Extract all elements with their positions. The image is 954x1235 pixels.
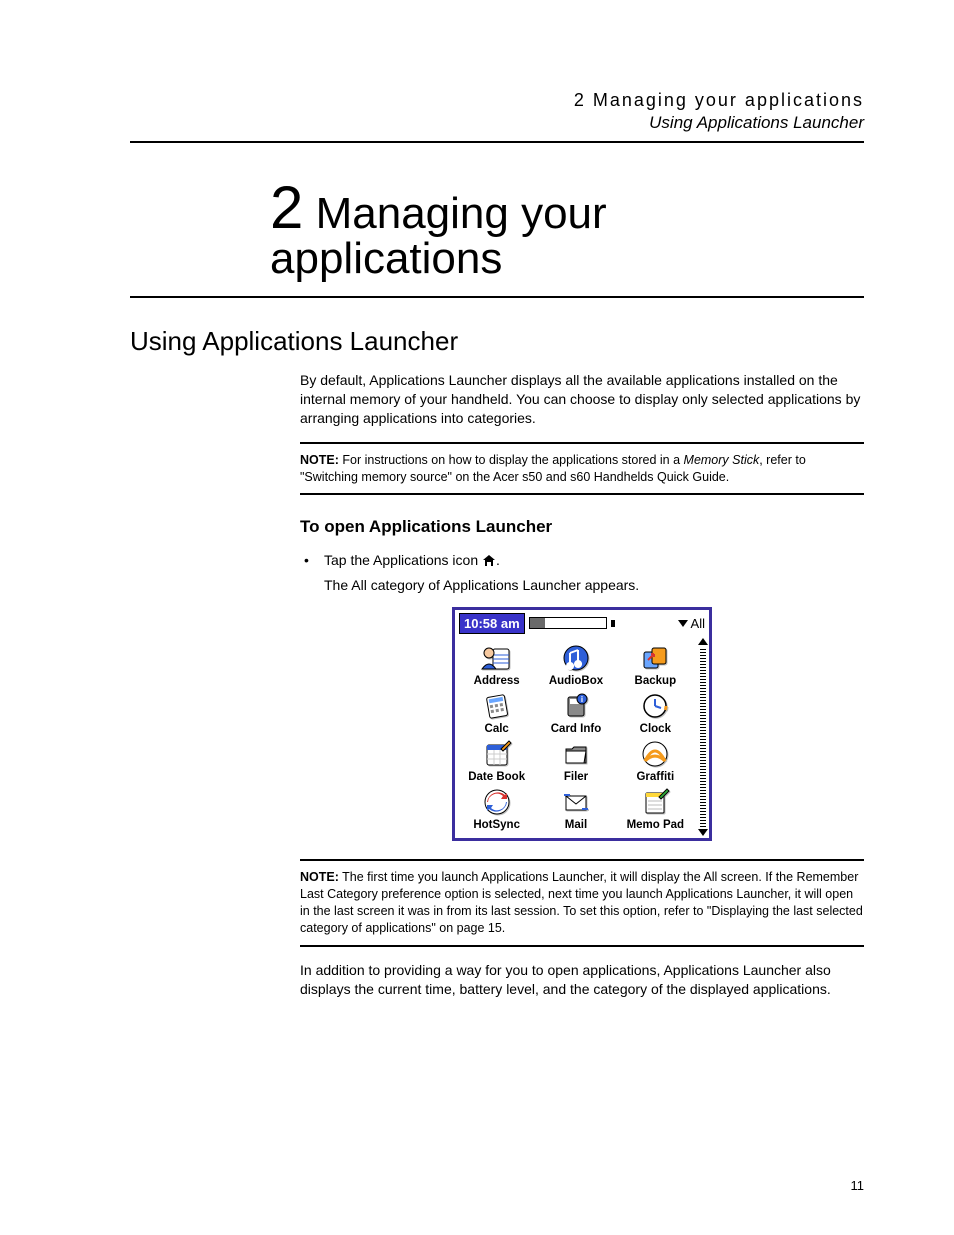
app-label: AudioBox — [549, 675, 603, 687]
hotsync-icon — [478, 786, 516, 818]
chevron-down-icon — [678, 620, 688, 627]
note2-label: NOTE: — [300, 870, 339, 884]
address-icon — [478, 642, 516, 674]
scroll-down-icon[interactable] — [698, 829, 708, 836]
app-label: Graffiti — [636, 771, 674, 783]
closing-paragraph: In addition to providing a way for you t… — [300, 961, 864, 999]
note1-label: NOTE: — [300, 453, 339, 467]
app-graffiti[interactable]: Graffiti — [616, 736, 695, 784]
app-audiobox[interactable]: AudioBox — [536, 640, 615, 688]
app-label: Filer — [564, 771, 588, 783]
filer-icon — [557, 738, 595, 770]
header-rule — [130, 141, 864, 143]
mail-icon — [557, 786, 595, 818]
title-rule — [130, 296, 864, 298]
app-label: Calc — [485, 723, 509, 735]
category-dropdown[interactable]: All — [678, 616, 705, 631]
bullet-text: Tap the Applications icon . — [324, 551, 864, 572]
app-filer[interactable]: Filer — [536, 736, 615, 784]
note2-text: The first time you launch Applications L… — [300, 870, 863, 935]
app-label: Card Info — [551, 723, 601, 735]
app-hotsync[interactable]: HotSync — [457, 784, 536, 832]
app-grid: Address AudioBox Backup Calc i Card Info Clock… — [455, 636, 697, 838]
launcher-figure: 10:58 am All Address AudioBox Backup Calc i C… — [300, 607, 864, 841]
note1: NOTE: For instructions on how to display… — [300, 444, 864, 494]
category-label: All — [691, 616, 705, 631]
note2-bottom-rule — [300, 945, 864, 947]
battery-indicator — [529, 617, 607, 629]
launcher-window: 10:58 am All Address AudioBox Backup Calc i C… — [452, 607, 712, 841]
app-clock[interactable]: Clock — [616, 688, 695, 736]
page-header: 2 Managing your applications Using Appli… — [130, 90, 864, 133]
battery-fill — [530, 618, 545, 628]
bullet-follow: The All category of Applications Launche… — [324, 576, 864, 595]
app-calc[interactable]: Calc — [457, 688, 536, 736]
app-memopad[interactable]: Memo Pad — [616, 784, 695, 832]
launcher-topbar: 10:58 am All — [455, 610, 709, 636]
app-label: Mail — [565, 819, 587, 831]
sub-heading: To open Applications Launcher — [300, 517, 864, 537]
launcher-time[interactable]: 10:58 am — [459, 613, 525, 634]
svg-text:i: i — [581, 695, 583, 704]
graffiti-icon — [636, 738, 674, 770]
bullet-after-icon: . — [496, 552, 500, 568]
body-column: By default, Applications Launcher displa… — [300, 371, 864, 998]
audiobox-icon — [557, 642, 595, 674]
scroll-up-icon[interactable] — [698, 638, 708, 645]
note1-italic: Memory Stick — [684, 453, 760, 467]
app-datebook[interactable]: Date Book — [457, 736, 536, 784]
calc-icon — [478, 690, 516, 722]
note2: NOTE: The first time you launch Applicat… — [300, 861, 864, 945]
backup-icon — [636, 642, 674, 674]
app-label: HotSync — [473, 819, 520, 831]
battery-tip — [611, 620, 615, 627]
clock-icon — [636, 690, 674, 722]
datebook-icon — [478, 738, 516, 770]
bullet-item: • Tap the Applications icon . — [300, 551, 864, 572]
app-label: Memo Pad — [627, 819, 685, 831]
bullet-marker: • — [300, 551, 324, 572]
app-mail[interactable]: Mail — [536, 784, 615, 832]
note1-bottom-rule — [300, 493, 864, 495]
bullet-before-icon: Tap the Applications icon — [324, 552, 482, 568]
section-heading: Using Applications Launcher — [130, 326, 864, 357]
app-backup[interactable]: Backup — [616, 640, 695, 688]
app-address[interactable]: Address — [457, 640, 536, 688]
chapter-title-line1: Managing your — [303, 189, 606, 238]
memopad-icon — [636, 786, 674, 818]
cardinfo-icon: i — [557, 690, 595, 722]
app-label: Clock — [640, 723, 671, 735]
chapter-title: 2 Managing your — [130, 173, 864, 242]
intro-paragraph: By default, Applications Launcher displa… — [300, 371, 864, 428]
app-cardinfo[interactable]: i Card Info — [536, 688, 615, 736]
scroll-track[interactable] — [700, 647, 706, 827]
app-label: Address — [474, 675, 520, 687]
scrollbar[interactable] — [697, 636, 709, 838]
header-chapter: 2 Managing your applications — [130, 90, 864, 111]
launcher-body: Address AudioBox Backup Calc i Card Info Clock… — [455, 636, 709, 838]
app-label: Date Book — [468, 771, 525, 783]
app-label: Backup — [635, 675, 677, 687]
home-icon — [482, 553, 496, 572]
header-section: Using Applications Launcher — [130, 113, 864, 133]
note1-text-a: For instructions on how to display the a… — [339, 453, 684, 467]
chapter-number: 2 — [270, 174, 303, 241]
page-number: 11 — [851, 1178, 865, 1193]
chapter-title-line2: applications — [130, 234, 864, 284]
